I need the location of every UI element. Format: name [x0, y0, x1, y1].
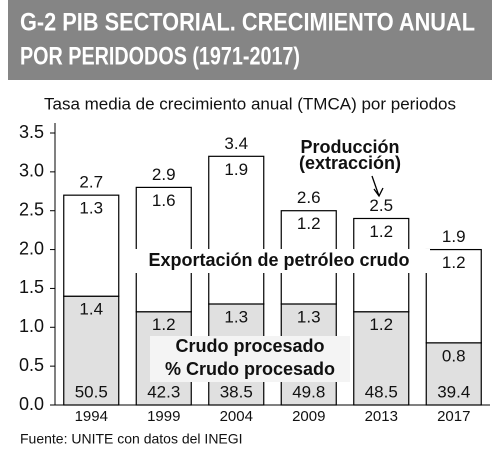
bar-segment [425, 342, 482, 406]
segment-label: 1.3 [224, 307, 248, 326]
production-label: 2.7 [79, 173, 103, 192]
label-bg [128, 249, 430, 273]
pct-label: 38.5 [220, 382, 253, 401]
segment-label: 1.2 [442, 253, 466, 272]
x-tick-label: 2009 [292, 408, 325, 425]
y-tick-label: 0.0 [19, 394, 44, 414]
y-tick-label: 1.0 [19, 316, 44, 336]
pct-label: 42.3 [147, 382, 180, 401]
segment-label: 1.6 [152, 191, 176, 210]
segment-label: 1.4 [79, 300, 103, 319]
subtitle: Tasa media de crecimiento anual (TMCA) p… [44, 94, 456, 113]
y-tick-label: 0.5 [19, 355, 44, 375]
y-tick-label: 2.0 [19, 238, 44, 258]
annotation-arrow [371, 175, 384, 198]
bar-segment [208, 155, 265, 305]
pct-label: 49.8 [292, 382, 325, 401]
bar-segment [63, 295, 120, 406]
source: Fuente: UNITE con datos del INEGI [20, 431, 243, 447]
y-tick-label: 3.0 [19, 161, 44, 181]
pct-title: % Crudo procesado [165, 359, 335, 379]
segment-label: 1.2 [369, 315, 393, 334]
y-tick-label: 1.5 [19, 277, 44, 297]
production-label: 2.6 [297, 188, 321, 207]
x-tick-label: 1999 [147, 408, 180, 425]
y-tick-label: 3.5 [19, 122, 44, 142]
x-tick-label: 2004 [220, 408, 253, 425]
segment-label: 1.3 [297, 307, 321, 326]
pct-label: 50.5 [75, 382, 108, 401]
production-label: 3.4 [224, 134, 248, 153]
x-tick-label: 2017 [437, 408, 470, 425]
segment-label: 1.3 [79, 199, 103, 218]
chart-title: G-2 PIB SECTORIAL. CRECIMIENTO ANUAL [20, 9, 475, 37]
segment-label: 1.2 [152, 315, 176, 334]
bar-segment [425, 248, 482, 344]
segment-label: 0.8 [442, 346, 466, 365]
title-banner [8, 0, 492, 80]
production-label: 1.9 [442, 227, 466, 246]
production-label: 2.9 [152, 165, 176, 184]
segment-label: 1.9 [224, 160, 248, 179]
label-bg [150, 336, 350, 382]
annotation: Producción [300, 137, 399, 157]
series-label: Exportación de petróleo crudo [148, 250, 409, 270]
chart-title: POR PERIDODOS (1971-2017) [20, 43, 300, 71]
segment-label: 1.2 [369, 222, 393, 241]
y-tick-label: 2.5 [19, 199, 44, 219]
pct-label: 48.5 [365, 382, 398, 401]
series-label: Crudo procesado [175, 336, 324, 356]
bar-segment [63, 194, 120, 297]
x-tick-label: 1994 [75, 408, 108, 425]
segment-label: 1.2 [297, 214, 321, 233]
production-label: 2.5 [369, 196, 393, 215]
annotation: (extracción) [299, 153, 401, 173]
x-tick-label: 2013 [365, 408, 398, 425]
pct-label: 39.4 [437, 382, 470, 401]
